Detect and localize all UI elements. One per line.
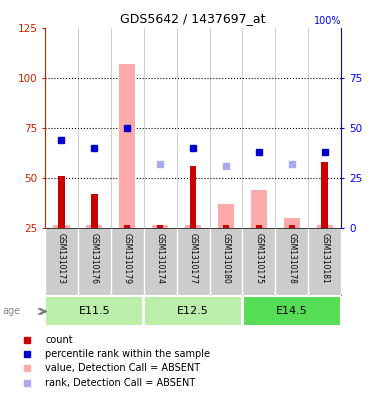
Text: GSM1310180: GSM1310180 [222, 233, 230, 284]
Text: rank, Detection Call = ABSENT: rank, Detection Call = ABSENT [45, 378, 195, 387]
Bar [251, 190, 267, 228]
Bar [223, 225, 229, 228]
Bar [289, 225, 295, 228]
Title: GDS5642 / 1437697_at: GDS5642 / 1437697_at [120, 12, 266, 25]
Text: GSM1310173: GSM1310173 [57, 233, 66, 284]
Bar [58, 176, 65, 228]
Bar [255, 225, 262, 228]
Text: percentile rank within the sample: percentile rank within the sample [45, 349, 210, 359]
Text: GSM1310175: GSM1310175 [254, 233, 263, 284]
Text: GSM1310177: GSM1310177 [188, 233, 198, 284]
Text: GSM1310179: GSM1310179 [123, 233, 132, 284]
Text: GSM1310178: GSM1310178 [287, 233, 296, 284]
Bar [284, 218, 300, 228]
Bar [243, 296, 341, 327]
Bar [152, 225, 168, 228]
Text: 100%: 100% [314, 15, 341, 26]
Bar [157, 225, 163, 228]
Bar [124, 225, 131, 228]
Text: GSM1310174: GSM1310174 [156, 233, 165, 284]
Text: GSM1310176: GSM1310176 [90, 233, 99, 284]
Text: E14.5: E14.5 [276, 306, 308, 316]
Bar [119, 64, 135, 228]
Bar [86, 225, 103, 228]
Bar [190, 166, 196, 228]
Bar [91, 194, 98, 228]
Text: count: count [45, 335, 73, 345]
Text: E11.5: E11.5 [78, 306, 110, 316]
Bar [185, 225, 201, 228]
Bar [321, 162, 328, 228]
Bar [144, 296, 242, 327]
Bar [45, 296, 143, 327]
Bar [218, 204, 234, 228]
Bar [53, 225, 69, 228]
Text: E12.5: E12.5 [177, 306, 209, 316]
Bar [317, 225, 333, 228]
Text: age: age [2, 307, 20, 316]
Text: GSM1310181: GSM1310181 [320, 233, 329, 284]
Text: value, Detection Call = ABSENT: value, Detection Call = ABSENT [45, 364, 200, 373]
